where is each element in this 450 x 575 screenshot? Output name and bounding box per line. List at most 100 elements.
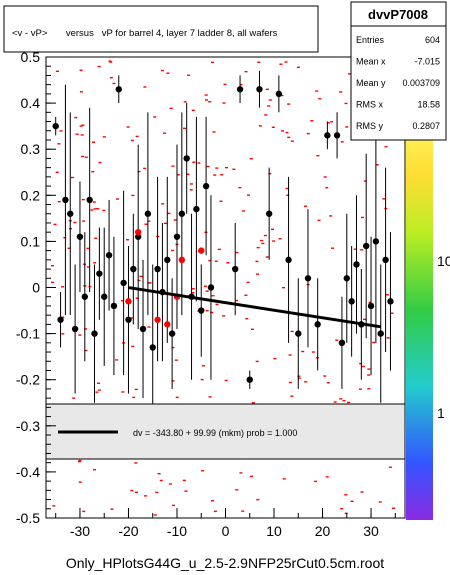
background-point	[260, 239, 264, 242]
background-point	[311, 351, 315, 353]
background-point	[92, 469, 96, 471]
background-point	[224, 166, 228, 169]
profile-point	[62, 196, 69, 204]
background-point	[115, 359, 119, 361]
background-point	[361, 216, 365, 219]
background-point	[130, 489, 134, 492]
background-point	[372, 341, 376, 344]
background-point	[232, 168, 236, 170]
background-point	[81, 155, 85, 158]
data-marks	[52, 70, 394, 431]
background-point	[97, 382, 101, 384]
legend-fit-label: dv = -343.80 + 99.99 (mkm) prob = 1.000	[133, 428, 297, 438]
background-point	[97, 65, 101, 68]
background-point	[306, 132, 310, 135]
background-point	[78, 459, 82, 462]
background-point	[241, 210, 245, 212]
profile-point	[105, 252, 113, 259]
background-point	[272, 240, 276, 242]
background-point	[121, 391, 125, 393]
background-point	[139, 275, 143, 278]
background-point	[153, 116, 157, 118]
background-point	[212, 131, 216, 133]
background-point	[265, 88, 269, 91]
background-point	[368, 301, 372, 304]
background-point	[108, 60, 112, 62]
background-point	[168, 483, 172, 485]
background-point	[161, 203, 165, 205]
background-point	[171, 165, 175, 167]
profile-point	[173, 233, 181, 240]
background-point	[226, 262, 230, 264]
background-point	[280, 94, 284, 97]
background-point	[97, 389, 101, 391]
y-tick-label: -0.5	[16, 510, 40, 526]
background-point	[79, 69, 83, 71]
background-point	[367, 374, 371, 376]
background-point	[235, 251, 239, 254]
background-point	[333, 401, 337, 403]
background-point	[157, 472, 161, 475]
background-point	[249, 158, 253, 160]
background-point	[167, 212, 171, 215]
background-point	[143, 167, 147, 170]
background-point	[51, 281, 55, 284]
background-point	[353, 248, 357, 250]
background-point	[86, 247, 90, 250]
background-point	[290, 140, 294, 142]
background-point	[220, 174, 224, 176]
background-point	[215, 167, 219, 169]
background-point	[304, 381, 308, 383]
background-point	[223, 83, 227, 86]
stats-value: 0.003709	[402, 78, 440, 88]
fit-legend: dv = -343.80 + 99.99 (mkm) prob = 1.000	[45, 403, 406, 460]
background-point	[79, 91, 83, 93]
background-point	[208, 259, 212, 262]
background-point	[144, 223, 148, 225]
background-point	[367, 368, 371, 370]
profile-point	[382, 256, 389, 264]
stats-value: 18.58	[417, 100, 440, 110]
profile-point	[348, 298, 355, 305]
background-point	[264, 114, 268, 116]
background-point	[134, 491, 138, 494]
background-point	[84, 328, 88, 330]
background-point	[316, 155, 320, 157]
background-point	[79, 125, 83, 127]
y-tick-label: 0.1	[21, 233, 41, 249]
profile-point	[96, 270, 103, 277]
y-tick-label: -0.2	[16, 372, 40, 388]
background-point	[339, 91, 343, 93]
background-point	[84, 156, 88, 158]
background-point	[244, 70, 248, 73]
background-point	[391, 507, 395, 509]
background-point	[287, 103, 291, 105]
profile-point	[110, 302, 118, 310]
stats-label: Mean x	[356, 57, 386, 67]
profile-point	[149, 344, 156, 351]
x-tick-label: -30	[70, 523, 90, 539]
profile-point	[232, 265, 239, 273]
background-point	[182, 479, 186, 482]
background-point	[57, 200, 61, 203]
x-tick-label: 30	[363, 523, 379, 539]
y-tick-label: -0.3	[16, 418, 40, 434]
background-point	[208, 101, 212, 103]
background-point	[186, 173, 190, 175]
background-point	[200, 378, 204, 381]
background-point	[235, 299, 239, 302]
stats-value: -7.015	[414, 57, 440, 67]
background-point	[109, 77, 113, 79]
background-point	[246, 281, 250, 284]
plot-title: <v - vP> versus vP for barrel 4, layer 7…	[12, 28, 278, 39]
file-name-footer: Only_HPlotsG44G_u_2.5-2.9NFP25rCut0.5cm.…	[66, 555, 384, 571]
background-point	[219, 200, 223, 202]
y-tick-label: -0.1	[16, 326, 40, 342]
background-point	[345, 126, 349, 128]
background-point	[256, 246, 260, 249]
profile-point	[362, 242, 370, 250]
background-point	[323, 176, 327, 178]
background-point	[92, 201, 96, 203]
background-point	[245, 318, 249, 320]
background-point	[82, 510, 86, 513]
